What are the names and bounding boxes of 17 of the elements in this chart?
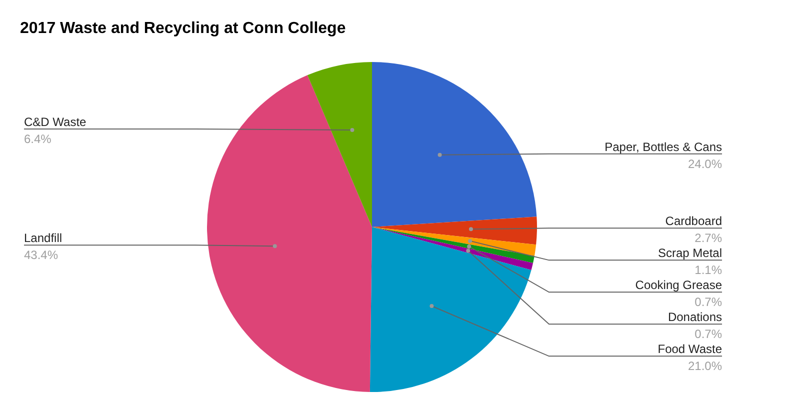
slice-label: Donations [668,310,722,324]
data-label: 24.0% [688,156,722,171]
chart-title: 2017 Waste and Recycling at Conn College [20,20,346,38]
slice-label: Scrap Metal [658,246,722,260]
slice-label: Paper, Bottles & Cans [604,140,722,154]
slice-label: C&D Waste [24,114,87,129]
data-label: 21.0% [688,359,722,374]
data-label: 2.7% [694,231,722,246]
slice-label: Landfill [24,231,62,246]
slice-label: Cooking Grease [635,278,722,292]
data-label: 1.1% [694,263,722,278]
slice-label: Cardboard [665,214,722,228]
data-label: 0.7% [694,295,722,310]
data-label: 6.4% [24,132,52,146]
data-label: 0.7% [694,327,722,342]
slice-label: Food Waste [658,342,722,356]
data-label: 43.4% [24,248,58,262]
